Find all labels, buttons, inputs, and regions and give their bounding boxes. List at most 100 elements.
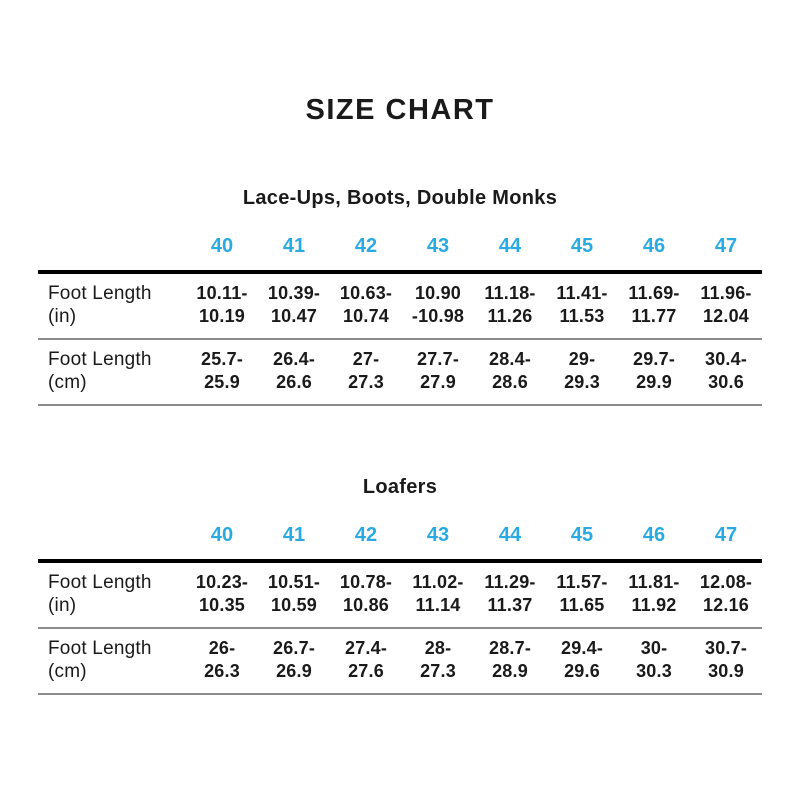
value-cell: 11.29- 11.37 [474, 561, 546, 629]
size-header-cell: 47 [690, 210, 762, 274]
cell-line: 10.51- [267, 572, 321, 592]
cell-line: 11.57- [556, 572, 608, 592]
cell-line: 26.7- [272, 638, 316, 658]
cell-line: 30.9 [708, 661, 744, 681]
cell-line: 11.81- [628, 572, 680, 592]
value-cell: 26.4- 26.6 [258, 339, 330, 406]
row-label: Foot Length (in) [38, 561, 186, 629]
cell-line: 27.3 [348, 372, 384, 392]
cell-line: Foot Length [48, 638, 152, 659]
value-cell: 10.78- 10.86 [330, 561, 402, 629]
cell-line: 30- [640, 638, 668, 658]
cell-line: 11.77 [631, 306, 677, 326]
cell-line: 12.04 [702, 306, 750, 326]
cell-line: 11.96- [700, 283, 752, 303]
value-cell: 26.7- 26.9 [258, 628, 330, 695]
size-header-cell: 45 [546, 210, 618, 274]
value-cell: 11.02- 11.14 [402, 561, 474, 629]
value-cell: 27.7- 27.9 [402, 339, 474, 406]
cell-line: 10.90 [414, 283, 462, 303]
cell-line: 10.63- [339, 283, 393, 303]
cell-line: 11.14 [415, 595, 461, 615]
cell-line: Foot Length [48, 572, 152, 593]
size-header-cell: 40 [186, 210, 258, 274]
value-cell: 28- 27.3 [402, 628, 474, 695]
size-table-section-1: Lace-Ups, Boots, Double Monks 40 41 42 43 44… [38, 187, 762, 406]
value-cell: 27.4- 27.6 [330, 628, 402, 695]
size-table-body: Foot Length (in) 10.23- 10.35 10.51- 10.59 10.… [38, 561, 762, 695]
size-table-head: 40 41 42 43 44 45 46 47 [38, 499, 762, 563]
cell-line: 29.4- [560, 638, 604, 658]
table-title: Loafers [362, 476, 438, 498]
table-row: Foot Length (cm) 26- 26.3 26.7- 26.9 27.4- 27.6… [38, 628, 762, 695]
cell-line: 30.6 [708, 372, 744, 392]
value-cell: 30.4- 30.6 [690, 339, 762, 406]
size-header-cell: 47 [690, 499, 762, 563]
size-header-cell: 45 [546, 499, 618, 563]
cell-line: 11.02- [412, 572, 464, 592]
cell-line: 11.65 [559, 595, 605, 615]
size-table-head: 40 41 42 43 44 45 46 47 [38, 210, 762, 274]
header-corner-cell [38, 499, 186, 563]
cell-line: 10.74 [342, 306, 390, 326]
cell-line: 12.16 [702, 595, 750, 615]
cell-line: 26.6 [276, 372, 312, 392]
cell-line: 30.3 [636, 661, 672, 681]
size-table-section-2: Loafers 40 41 42 43 44 45 46 47 Foot Length (in)… [38, 476, 762, 695]
value-cell: 11.57- 11.65 [546, 561, 618, 629]
value-cell: 10.39- 10.47 [258, 272, 330, 340]
cell-line: 29.6 [564, 661, 600, 681]
value-cell: 30.7- 30.9 [690, 628, 762, 695]
value-cell: 30- 30.3 [618, 628, 690, 695]
size-header-cell: 43 [402, 210, 474, 274]
cell-line: 11.41- [556, 283, 608, 303]
size-header-cell: 41 [258, 210, 330, 274]
value-cell: 11.18- 11.26 [474, 272, 546, 340]
size-table: 40 41 42 43 44 45 46 47 Foot Length (in) 10.11- 10… [38, 210, 762, 406]
page-title: SIZE CHART [305, 94, 495, 126]
cell-line: 10.35 [198, 595, 246, 615]
table-row: Foot Length (in) 10.11- 10.19 10.39- 10.47 10.… [38, 272, 762, 340]
size-header-cell: 41 [258, 499, 330, 563]
value-cell: 11.81- 11.92 [618, 561, 690, 629]
row-label: Foot Length (cm) [38, 628, 186, 695]
cell-line: 29.3 [564, 372, 600, 392]
cell-line: 28.6 [492, 372, 528, 392]
value-cell: 10.11- 10.19 [186, 272, 258, 340]
size-header-cell: 44 [474, 210, 546, 274]
cell-line: 10.19 [198, 306, 246, 326]
value-cell: 12.08- 12.16 [690, 561, 762, 629]
value-cell: 29.7- 29.9 [618, 339, 690, 406]
cell-line: 11.92 [631, 595, 677, 615]
cell-line: 11.18- [484, 283, 536, 303]
cell-line: (in) [48, 595, 77, 616]
value-cell: 10.63- 10.74 [330, 272, 402, 340]
size-table: 40 41 42 43 44 45 46 47 Foot Length (in) 10.23- 10… [38, 499, 762, 695]
cell-line: 28- [424, 638, 452, 658]
cell-line: 28.7- [488, 638, 532, 658]
size-table-body: Foot Length (in) 10.11- 10.19 10.39- 10.47 10.… [38, 272, 762, 406]
value-cell: 11.69- 11.77 [618, 272, 690, 340]
cell-line: 27.6 [348, 661, 384, 681]
cell-line: 10.47 [270, 306, 318, 326]
value-cell: 10.23- 10.35 [186, 561, 258, 629]
cell-line: 12.08- [699, 572, 753, 592]
cell-line: 26.4- [272, 349, 316, 369]
cell-line: 29- [568, 349, 596, 369]
cell-line: 26- [208, 638, 236, 658]
value-cell: 29- 29.3 [546, 339, 618, 406]
value-cell: 29.4- 29.6 [546, 628, 618, 695]
cell-line: 30.4- [704, 349, 748, 369]
cell-line: 27.4- [344, 638, 388, 658]
size-header-row: 40 41 42 43 44 45 46 47 [38, 499, 762, 563]
value-cell: 26- 26.3 [186, 628, 258, 695]
value-cell: 10.90 -10.98 [402, 272, 474, 340]
cell-line: 10.39- [267, 283, 321, 303]
cell-line: Foot Length [48, 349, 152, 370]
cell-line: 28.9 [492, 661, 528, 681]
cell-line: 11.37 [487, 595, 533, 615]
size-header-cell: 42 [330, 499, 402, 563]
cell-line: 11.69- [628, 283, 680, 303]
cell-line: 27- [352, 349, 380, 369]
cell-line: (cm) [48, 661, 87, 682]
